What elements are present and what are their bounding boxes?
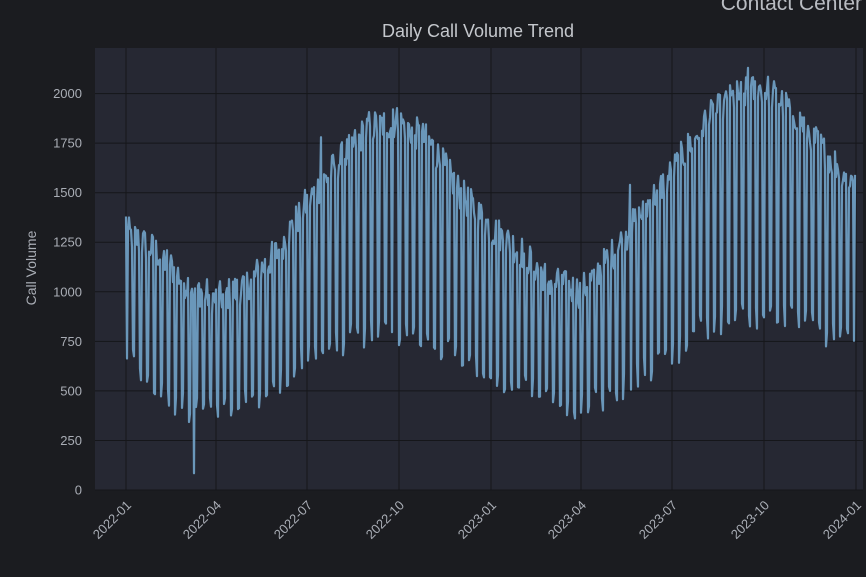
x-tick-label: 2022-04 (180, 498, 224, 542)
y-tick-label: 500 (60, 383, 82, 398)
x-tick-label: 2023-01 (455, 498, 499, 542)
x-tick-label: 2022-07 (271, 498, 315, 542)
y-axis-title: Call Volume (23, 230, 39, 305)
x-tick-label: 2024-01 (820, 498, 864, 542)
y-tick-label: 0 (75, 483, 82, 498)
y-tick-label: 2000 (53, 86, 82, 101)
x-tick-label: 2023-07 (636, 498, 680, 542)
chart-title: Daily Call Volume Trend (382, 21, 574, 41)
x-tick-label: 2022-10 (363, 498, 407, 542)
y-tick-label: 1750 (53, 136, 82, 151)
y-tick-label: 1500 (53, 185, 82, 200)
y-tick-label: 1000 (53, 284, 82, 299)
y-axis-ticks: 0 250 500 750 1000 1250 1500 1750 2000 (53, 86, 82, 497)
series-line (124, 66, 857, 475)
x-tick-label: 2023-04 (545, 498, 589, 542)
series-layer (124, 66, 857, 475)
x-tick-label: 2023-10 (728, 498, 772, 542)
dashboard-title: Contact Center (720, 0, 862, 15)
y-tick-label: 1250 (53, 235, 82, 250)
y-tick-label: 750 (60, 334, 82, 349)
x-tick-label: 2022-01 (90, 498, 134, 542)
x-axis-ticks: 2022-01 2022-04 2022-07 2022-10 2023-01 2023-… (90, 498, 864, 542)
y-tick-label: 250 (60, 433, 82, 448)
